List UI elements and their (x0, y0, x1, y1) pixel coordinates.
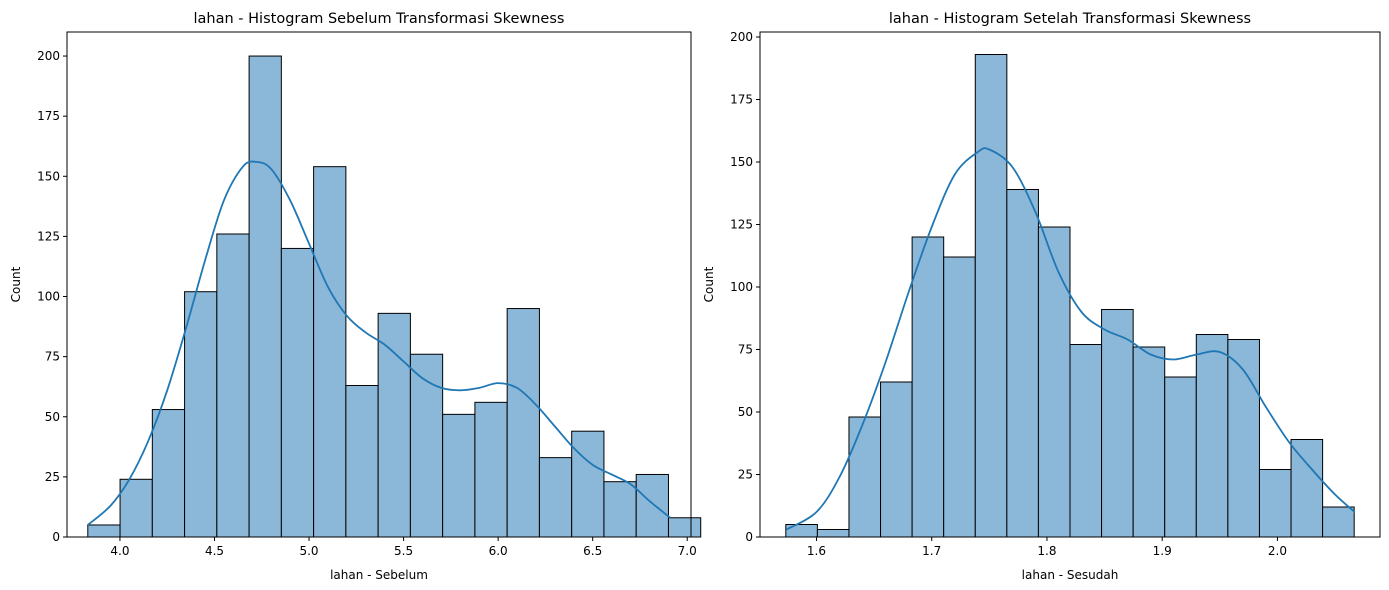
x-tick-label: 1.7 (922, 544, 941, 558)
histogram-bars (87, 55, 702, 538)
histogram-bar (603, 481, 637, 538)
kde-curve (786, 147, 1356, 531)
histogram-bar (151, 409, 186, 538)
histogram-bar (1195, 334, 1229, 538)
y-tick-label: 100 (37, 290, 60, 304)
y-tick-label: 175 (37, 109, 60, 123)
x-tick-label: 5.0 (299, 544, 318, 558)
y-tick-label: 75 (45, 350, 60, 364)
histogram-bar (1258, 469, 1292, 538)
histogram-bar (216, 233, 250, 538)
histogram-bar (1101, 309, 1134, 538)
y-tick-label: 200 (730, 30, 753, 44)
histogram-bar (974, 54, 1008, 538)
histogram-bar (248, 55, 282, 538)
x-tick-label: 1.9 (1153, 544, 1172, 558)
y-axis-label: Count (702, 266, 716, 302)
plot-frame (759, 31, 1381, 538)
x-tick-label: 2.0 (1268, 544, 1287, 558)
histogram-bar (474, 401, 508, 538)
x-axis-label: lahan - Sebelum (330, 568, 428, 582)
histogram-bar (635, 473, 669, 538)
histogram-bar (816, 529, 850, 538)
x-tick-label: 5.5 (394, 544, 413, 558)
y-ticks: 0 25 50 75 100 125 150 175 200 (37, 49, 67, 544)
histogram-bar (880, 381, 913, 538)
plot-frame (66, 31, 692, 538)
histogram-bar (1227, 339, 1260, 538)
y-tick-label: 125 (37, 229, 60, 243)
y-tick-label: 150 (37, 169, 60, 183)
histogram-bar (313, 166, 347, 538)
chart-title: lahan - Histogram Sebelum Transformasi S… (194, 11, 565, 27)
y-tick-label: 50 (738, 405, 753, 419)
histogram-bar (538, 457, 573, 538)
histogram-bar (119, 478, 153, 538)
histogram-bar (1132, 346, 1166, 538)
x-tick-label: 4.5 (205, 544, 224, 558)
histogram-bar (280, 247, 315, 538)
histogram-bar (1069, 344, 1103, 538)
y-tick-label: 100 (730, 280, 753, 294)
y-tick-label: 200 (37, 49, 60, 63)
histogram-bar (345, 385, 379, 538)
histogram-bar (667, 517, 702, 538)
y-tick-label: 175 (730, 93, 753, 107)
y-ticks: 0 25 50 75 100 125 150 175 200 (730, 30, 760, 544)
x-tick-label: 6.0 (489, 544, 508, 558)
histogram-bar (943, 256, 976, 538)
histogram-bar (409, 353, 444, 538)
x-tick-label: 1.8 (1037, 544, 1056, 558)
x-tick-label: 7.0 (678, 544, 697, 558)
chart-title: lahan - Histogram Setelah Transformasi S… (889, 11, 1251, 27)
x-tick-label: 6.5 (583, 544, 602, 558)
histogram-bar (184, 291, 218, 538)
histogram-bar (911, 236, 945, 538)
histogram-bar (1290, 439, 1324, 538)
y-tick-label: 75 (738, 343, 753, 357)
histogram-bar (442, 413, 476, 538)
chart-before: lahan - Histogram Sebelum Transformasi S… (9, 11, 702, 582)
y-tick-label: 0 (745, 530, 753, 544)
x-ticks: 1.6 1.7 1.8 1.9 2.0 (807, 537, 1287, 558)
chart-after: lahan - Histogram Setelah Transformasi S… (702, 11, 1381, 582)
y-tick-label: 150 (730, 155, 753, 169)
x-axis-label: lahan - Sesudah (1022, 568, 1119, 582)
histogram-bar (1006, 189, 1039, 538)
histogram-bar (1322, 506, 1355, 538)
y-tick-label: 25 (738, 468, 753, 482)
y-axis-label: Count (9, 266, 23, 302)
histogram-bar (1037, 226, 1071, 538)
x-tick-label: 1.6 (807, 544, 826, 558)
histogram-bar (785, 524, 818, 538)
x-ticks: 4.0 4.5 5.0 5.5 6.0 6.5 7.0 (110, 537, 697, 558)
histogram-bar (848, 416, 882, 538)
x-tick-label: 4.0 (110, 544, 129, 558)
histogram-bar (1164, 376, 1197, 538)
kde-curve (87, 160, 671, 526)
y-tick-label: 50 (45, 410, 60, 424)
y-tick-label: 125 (730, 218, 753, 232)
y-tick-label: 0 (52, 530, 60, 544)
histogram-bar (506, 308, 540, 538)
y-tick-label: 25 (45, 470, 60, 484)
histogram-bars (785, 54, 1355, 538)
histogram-bar (571, 430, 605, 538)
histogram-bar (87, 524, 121, 538)
histogram-bar (377, 312, 411, 538)
